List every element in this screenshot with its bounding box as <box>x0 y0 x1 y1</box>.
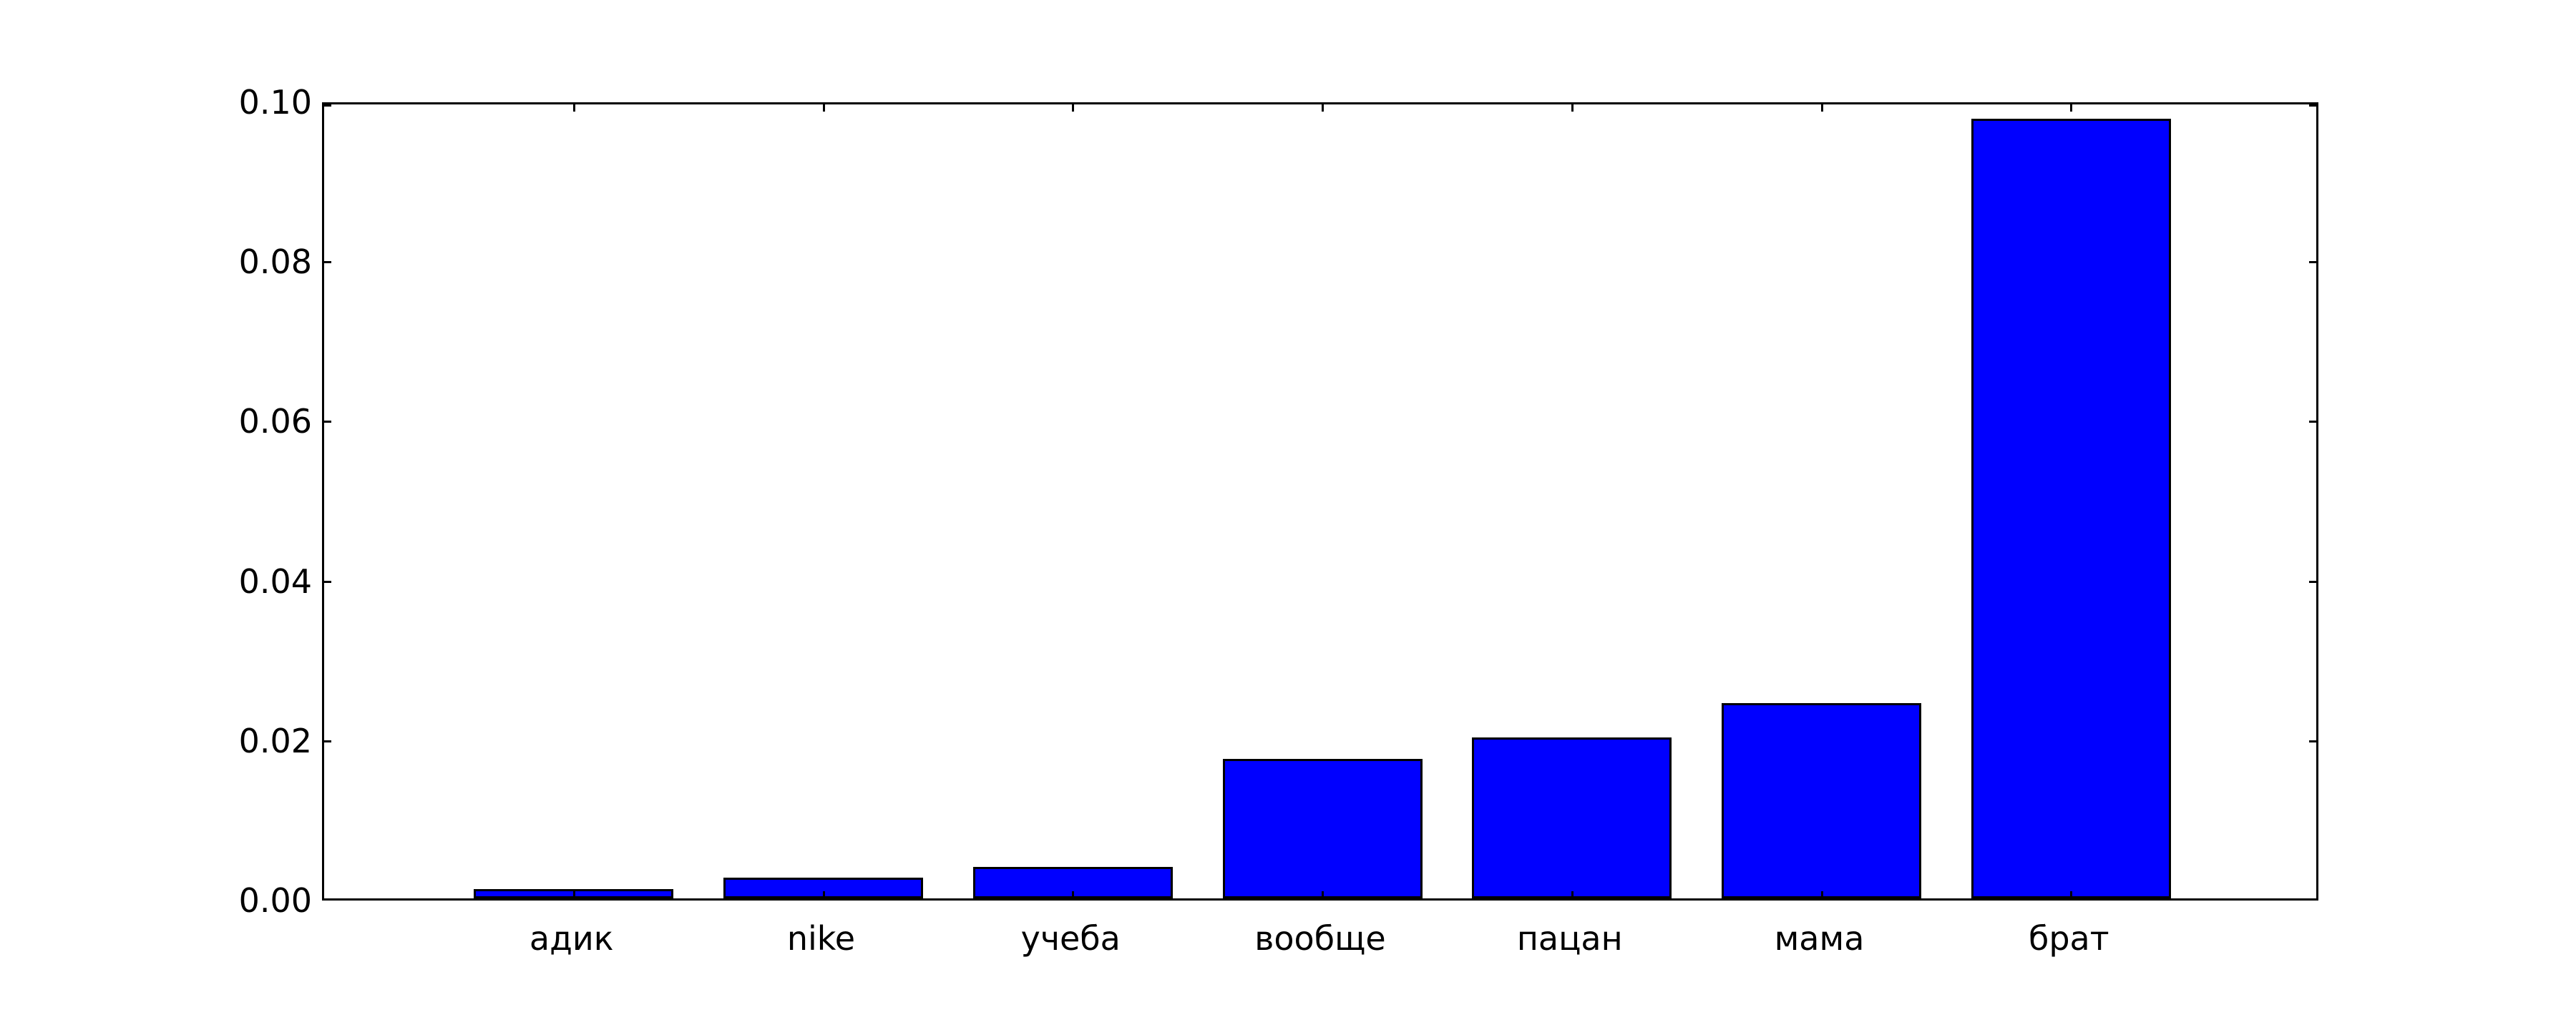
x-tick-mark-top <box>2070 104 2073 112</box>
bar <box>1971 118 2171 898</box>
x-tick-mark-top <box>572 104 575 112</box>
y-tick-mark-left <box>324 104 331 107</box>
bar <box>1722 702 1921 898</box>
y-tick-mark-right <box>2309 740 2316 742</box>
x-tick-mark-top <box>1571 104 1574 112</box>
plot-area <box>322 102 2318 901</box>
x-tick-mark-bottom <box>1322 891 1324 898</box>
y-tick-label: 0.00 <box>238 881 312 920</box>
x-tick-label: nike <box>786 919 856 958</box>
x-tick-label: адик <box>529 919 614 958</box>
x-tick-mark-top <box>1072 104 1075 112</box>
x-tick-mark-top <box>1322 104 1324 112</box>
y-tick-mark-right <box>2309 261 2316 264</box>
x-tick-mark-top <box>1820 104 1823 112</box>
y-tick-label: 0.02 <box>238 721 312 760</box>
y-tick-mark-left <box>324 740 331 742</box>
y-tick-mark-right <box>2309 421 2316 423</box>
y-tick-mark-right <box>2309 580 2316 583</box>
y-tick-label: 0.08 <box>238 242 312 282</box>
x-tick-label: пацан <box>1516 919 1623 958</box>
bar <box>723 877 923 898</box>
y-tick-mark-right <box>2309 898 2316 901</box>
x-tick-mark-bottom <box>1072 891 1075 898</box>
bar <box>1222 758 1423 898</box>
x-tick-mark-top <box>822 104 825 112</box>
x-tick-mark-bottom <box>2070 891 2073 898</box>
y-tick-mark-left <box>324 898 331 901</box>
y-tick-mark-left <box>324 261 331 264</box>
x-tick-mark-bottom <box>1820 891 1823 898</box>
y-tick-label: 0.10 <box>238 83 312 122</box>
y-tick-mark-left <box>324 421 331 423</box>
y-tick-mark-left <box>324 580 331 583</box>
x-tick-label: мама <box>1774 919 1865 958</box>
y-tick-label: 0.04 <box>238 561 312 601</box>
x-tick-mark-bottom <box>1571 891 1574 898</box>
y-tick-label: 0.06 <box>238 402 312 441</box>
x-tick-label: брат <box>2028 919 2109 958</box>
bar <box>1472 737 1672 898</box>
x-tick-label: учеба <box>1020 919 1121 958</box>
x-tick-mark-bottom <box>822 891 825 898</box>
x-tick-label: вообще <box>1254 919 1386 958</box>
x-tick-mark-bottom <box>572 891 575 898</box>
y-tick-mark-right <box>2309 104 2316 107</box>
